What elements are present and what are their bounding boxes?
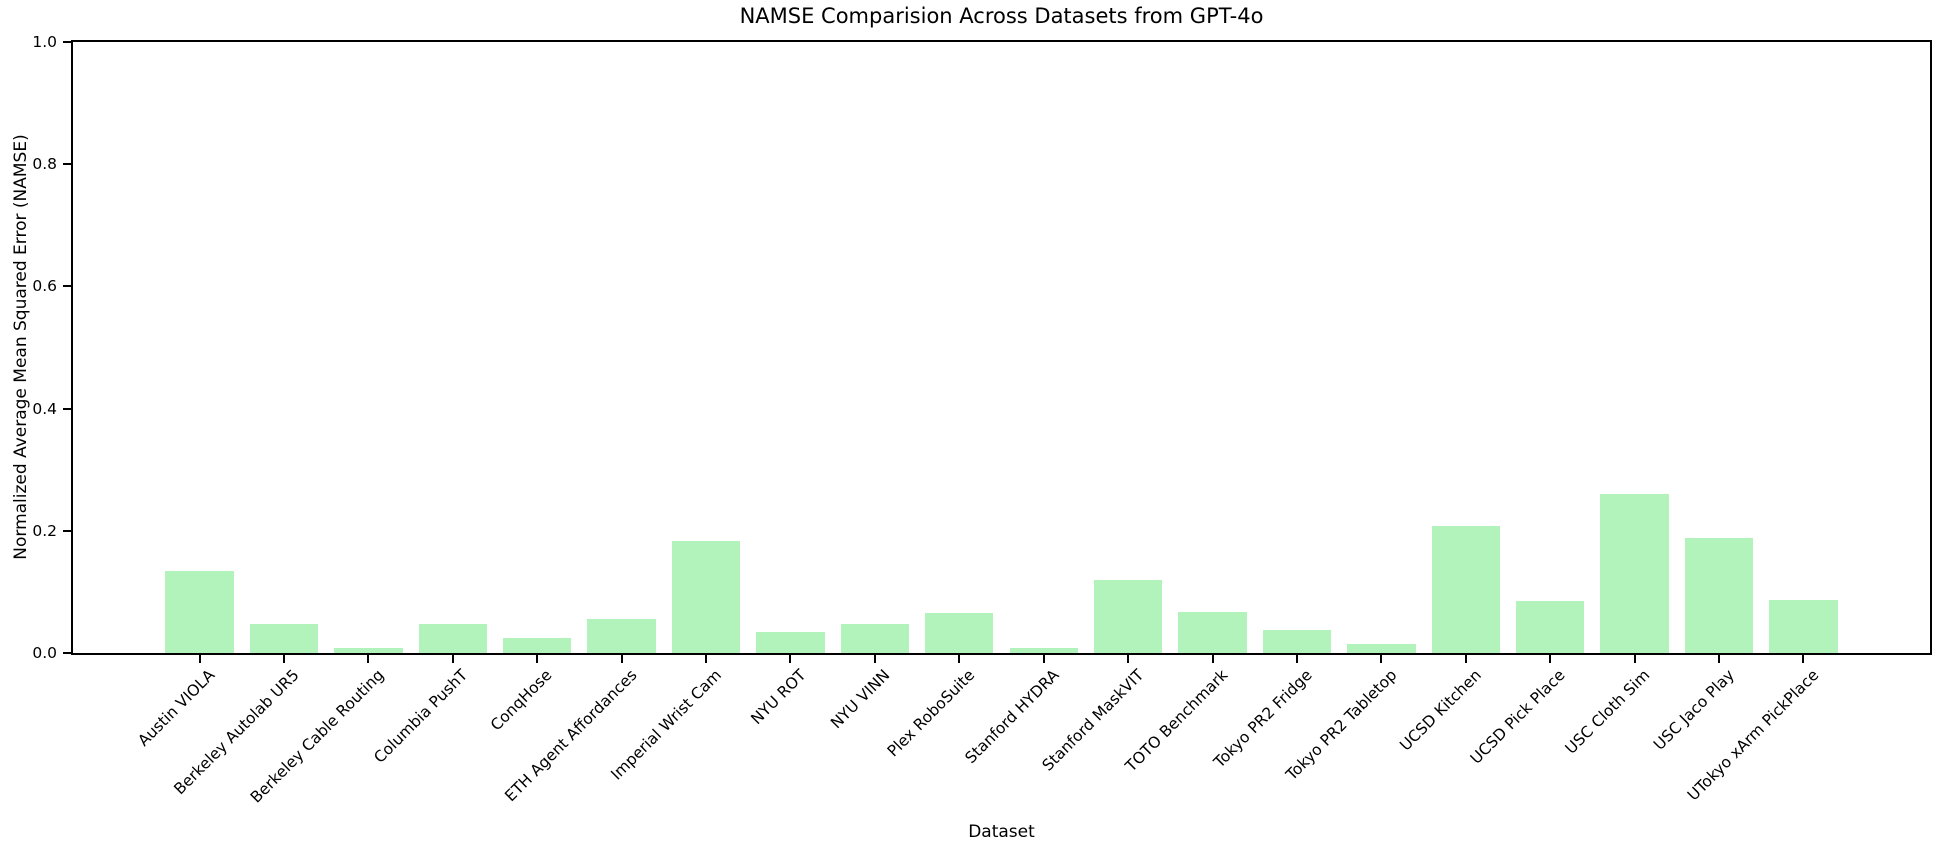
y-tick-label: 0.8 <box>32 155 57 174</box>
x-tick-mark <box>1127 655 1130 663</box>
bar-ucsd-kitchen <box>1431 525 1500 653</box>
x-tick-label: USC Cloth Sim <box>1561 666 1654 758</box>
y-tick-label: 0.6 <box>32 277 57 296</box>
x-tick-label: UCSD Kitchen <box>1396 666 1485 755</box>
bar-tokyo-pr2-fridge <box>1262 630 1332 653</box>
bar-conqhose <box>503 638 572 653</box>
bar-columbia-pusht <box>418 624 487 653</box>
y-tick-mark <box>63 41 71 43</box>
x-tick-mark <box>451 655 454 663</box>
bars-layer <box>73 42 1930 653</box>
bar-nyu-rot <box>756 632 825 653</box>
bar-tokyo-pr2-tabletop <box>1347 644 1416 653</box>
x-tick-mark <box>1633 655 1636 663</box>
bar-berkeley-cable-routing <box>334 647 403 653</box>
bar-eth-agent-affordances <box>587 618 656 653</box>
y-tick-mark <box>63 163 71 166</box>
bar-utokyo-xarm-pickplace <box>1769 599 1838 653</box>
x-tick-mark <box>282 655 285 663</box>
x-tick-mark <box>536 655 539 663</box>
chart-title: NAMSE Comparision Across Datasets from G… <box>739 4 1264 28</box>
y-tick-label: 0.2 <box>32 521 57 540</box>
x-tick-mark <box>1718 655 1721 663</box>
bar-toto-benchmark <box>1178 612 1247 653</box>
bar-usc-jaco-play <box>1684 537 1754 653</box>
x-tick-label: UCSD Pick Place <box>1467 666 1569 768</box>
y-tick-mark <box>63 285 71 288</box>
y-tick-label: 1.0 <box>32 33 57 51</box>
x-tick-mark <box>873 655 876 663</box>
x-tick-mark <box>1211 655 1214 663</box>
x-tick-mark <box>1549 655 1552 663</box>
x-tick-mark <box>620 655 623 663</box>
bar-usc-cloth-sim <box>1600 494 1669 653</box>
x-tick-mark <box>958 655 961 663</box>
x-tick-mark <box>1295 655 1298 663</box>
x-tick-label: USC Jaco Play <box>1649 666 1738 754</box>
y-tick-mark <box>63 652 71 654</box>
x-tick-mark <box>789 655 792 663</box>
bar-imperial-wrist-cam <box>671 540 741 653</box>
y-axis-label: Normalized Average Mean Squared Error (N… <box>11 134 31 560</box>
x-tick-label: NYU ROT <box>747 666 810 729</box>
x-tick-mark <box>367 655 370 663</box>
bar-berkeley-autolab-ur5 <box>249 623 319 653</box>
x-tick-mark <box>705 655 708 663</box>
bar-nyu-vinn <box>840 624 910 653</box>
plot-area <box>71 40 1932 655</box>
x-tick-mark <box>1380 655 1383 663</box>
bar-ucsd-pick-place <box>1516 601 1585 653</box>
x-tick-mark <box>198 655 201 663</box>
bar-stanford-hydra <box>1009 647 1078 653</box>
x-tick-mark <box>1042 655 1045 663</box>
x-axis-label: Dataset <box>968 822 1035 842</box>
bar-plex-robosuite <box>925 612 994 653</box>
x-tick-mark <box>1464 655 1467 663</box>
y-tick-label: 0.0 <box>32 644 57 662</box>
y-tick-mark <box>63 407 71 410</box>
bar-stanford-maskvit <box>1093 579 1163 653</box>
x-tick-label: ConqHose <box>487 666 556 735</box>
x-tick-label: Austin VIOLA <box>134 666 219 750</box>
x-tick-mark <box>1802 655 1805 663</box>
y-tick-mark <box>63 529 71 532</box>
x-tick-label: NYU VINN <box>827 666 894 733</box>
x-tick-label: Columbia PushT <box>370 666 472 767</box>
y-tick-label: 0.4 <box>32 399 57 418</box>
x-tick-label: Plex RoboSuite <box>883 666 979 761</box>
bar-austin-viola <box>165 571 234 653</box>
